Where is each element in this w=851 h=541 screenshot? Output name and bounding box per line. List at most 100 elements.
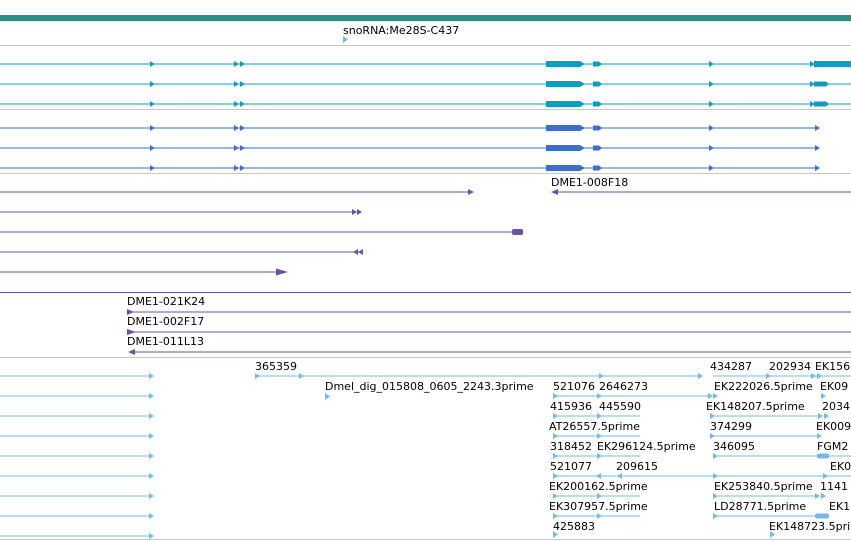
strand-arrow xyxy=(150,81,155,87)
est-ek200162[interactable] xyxy=(553,493,640,499)
track-snorna[interactable]: snoRNA:Me28S-C437 xyxy=(343,24,459,43)
est-label: EK253840.5prime xyxy=(714,480,813,493)
est-318452[interactable] xyxy=(553,453,640,459)
est-left-9[interactable] xyxy=(0,533,154,539)
track-gene-summary[interactable] xyxy=(0,15,851,21)
est-ld28771[interactable] xyxy=(713,513,829,519)
track-transcripts-blue[interactable] xyxy=(0,125,820,171)
exon-tip xyxy=(826,101,829,107)
est-label: EK1 xyxy=(829,500,850,513)
track-ests[interactable]: 365359 Dmel_dig_015808_0605_2243.3prime … xyxy=(0,360,851,539)
track-clones[interactable]: DME1-008F18 xyxy=(0,176,851,276)
track-clones-large[interactable]: DME1-021K24 DME1-002F17 DME1-011L13 xyxy=(127,295,851,355)
est-left-3[interactable] xyxy=(0,413,154,419)
clone-021k24[interactable] xyxy=(127,309,851,315)
est-at26557[interactable] xyxy=(553,433,640,439)
transcript-blue-2[interactable] xyxy=(0,145,820,151)
exon[interactable] xyxy=(546,101,580,107)
transcript-blue-1[interactable] xyxy=(0,125,820,131)
est-374299[interactable] xyxy=(710,433,822,439)
clone-008f18[interactable] xyxy=(551,189,851,195)
est-label: 209615 xyxy=(616,460,658,473)
est-521077[interactable] xyxy=(553,473,851,479)
transcript-blue-3[interactable] xyxy=(0,165,820,171)
exon[interactable] xyxy=(593,61,599,67)
strand-arrow xyxy=(150,165,155,171)
clone-row-5[interactable] xyxy=(0,268,288,276)
clone-label-021k24: DME1-021K24 xyxy=(127,295,205,308)
est-left-4[interactable] xyxy=(0,433,154,439)
strand-arrow xyxy=(810,61,815,67)
exon[interactable] xyxy=(593,165,599,171)
est-ek148207[interactable] xyxy=(710,413,829,419)
est-label: 374299 xyxy=(710,420,752,433)
exon[interactable] xyxy=(546,61,580,67)
strand-arrow xyxy=(709,165,714,171)
strand-arrow xyxy=(709,101,714,107)
snorna-feature[interactable] xyxy=(343,36,348,43)
est-label: 415936 xyxy=(550,400,592,413)
clone-row-2[interactable] xyxy=(0,209,362,215)
strand-arrow xyxy=(810,101,815,107)
est-label: AT26557.5prime xyxy=(549,420,640,433)
exon[interactable] xyxy=(546,125,580,131)
strand-arrow xyxy=(810,81,815,87)
strand-arrow xyxy=(815,125,820,131)
clone-002f17[interactable] xyxy=(127,329,851,335)
est-label: 365359 xyxy=(255,360,297,373)
track-transcripts-teal[interactable] xyxy=(0,61,851,107)
exon[interactable] xyxy=(814,101,826,107)
exon[interactable] xyxy=(814,61,851,67)
est-ek09[interactable] xyxy=(821,393,826,399)
exon[interactable] xyxy=(546,145,580,151)
est-label: EK148207.5prime xyxy=(706,400,805,413)
exon[interactable] xyxy=(593,125,599,131)
est-left-8[interactable] xyxy=(0,513,154,519)
exon[interactable] xyxy=(593,145,599,151)
est-label: EK296124.5prime xyxy=(597,440,696,453)
est-left-2[interactable] xyxy=(0,393,154,399)
est-ek253840[interactable] xyxy=(713,493,826,499)
est-label: Dmel_dig_015808_0605_2243.3prime xyxy=(325,380,534,393)
gene-span-bar[interactable] xyxy=(0,15,851,21)
exon[interactable] xyxy=(814,81,826,87)
est-346095[interactable] xyxy=(713,453,851,459)
est-521076[interactable] xyxy=(553,393,718,399)
strand-arrow xyxy=(240,145,245,151)
est-365359[interactable] xyxy=(255,373,703,379)
strand-arrow xyxy=(709,81,714,87)
strand-arrow xyxy=(150,61,155,67)
strand-arrow xyxy=(240,165,245,171)
clone-011l13[interactable] xyxy=(128,349,851,355)
est-left-6[interactable] xyxy=(0,473,154,479)
est-ek307957[interactable] xyxy=(553,513,640,519)
strand-arrow xyxy=(150,145,155,151)
clone-row-4[interactable] xyxy=(0,249,363,255)
clone-row-3[interactable] xyxy=(0,229,523,235)
exon[interactable] xyxy=(546,81,580,87)
strand-arrow xyxy=(240,125,245,131)
est-label: 318452 xyxy=(550,440,592,453)
est-left-7[interactable] xyxy=(0,493,154,499)
exon[interactable] xyxy=(593,101,599,107)
est-left-1[interactable] xyxy=(0,373,154,379)
est-left-5[interactable] xyxy=(0,453,154,459)
clone-row-1[interactable] xyxy=(0,189,474,195)
est-label: 2646273 xyxy=(599,380,648,393)
transcript-teal-1[interactable] xyxy=(0,61,851,67)
est-425883[interactable] xyxy=(553,531,558,538)
est-label: 202934 xyxy=(769,360,811,373)
transcript-teal-2[interactable] xyxy=(0,81,851,87)
est-label: EK09 xyxy=(820,380,848,393)
est-ek148723[interactable] xyxy=(770,531,775,538)
strand-arrow xyxy=(709,125,714,131)
exon[interactable] xyxy=(546,165,580,171)
strand-arrow xyxy=(234,61,239,67)
est-415936[interactable] xyxy=(553,413,640,419)
est-434287[interactable] xyxy=(713,373,851,379)
transcript-teal-3[interactable] xyxy=(0,101,851,107)
exon[interactable] xyxy=(593,81,599,87)
est-dmel-dig[interactable] xyxy=(325,393,330,400)
est-label: EK148723.5prime xyxy=(769,520,851,533)
